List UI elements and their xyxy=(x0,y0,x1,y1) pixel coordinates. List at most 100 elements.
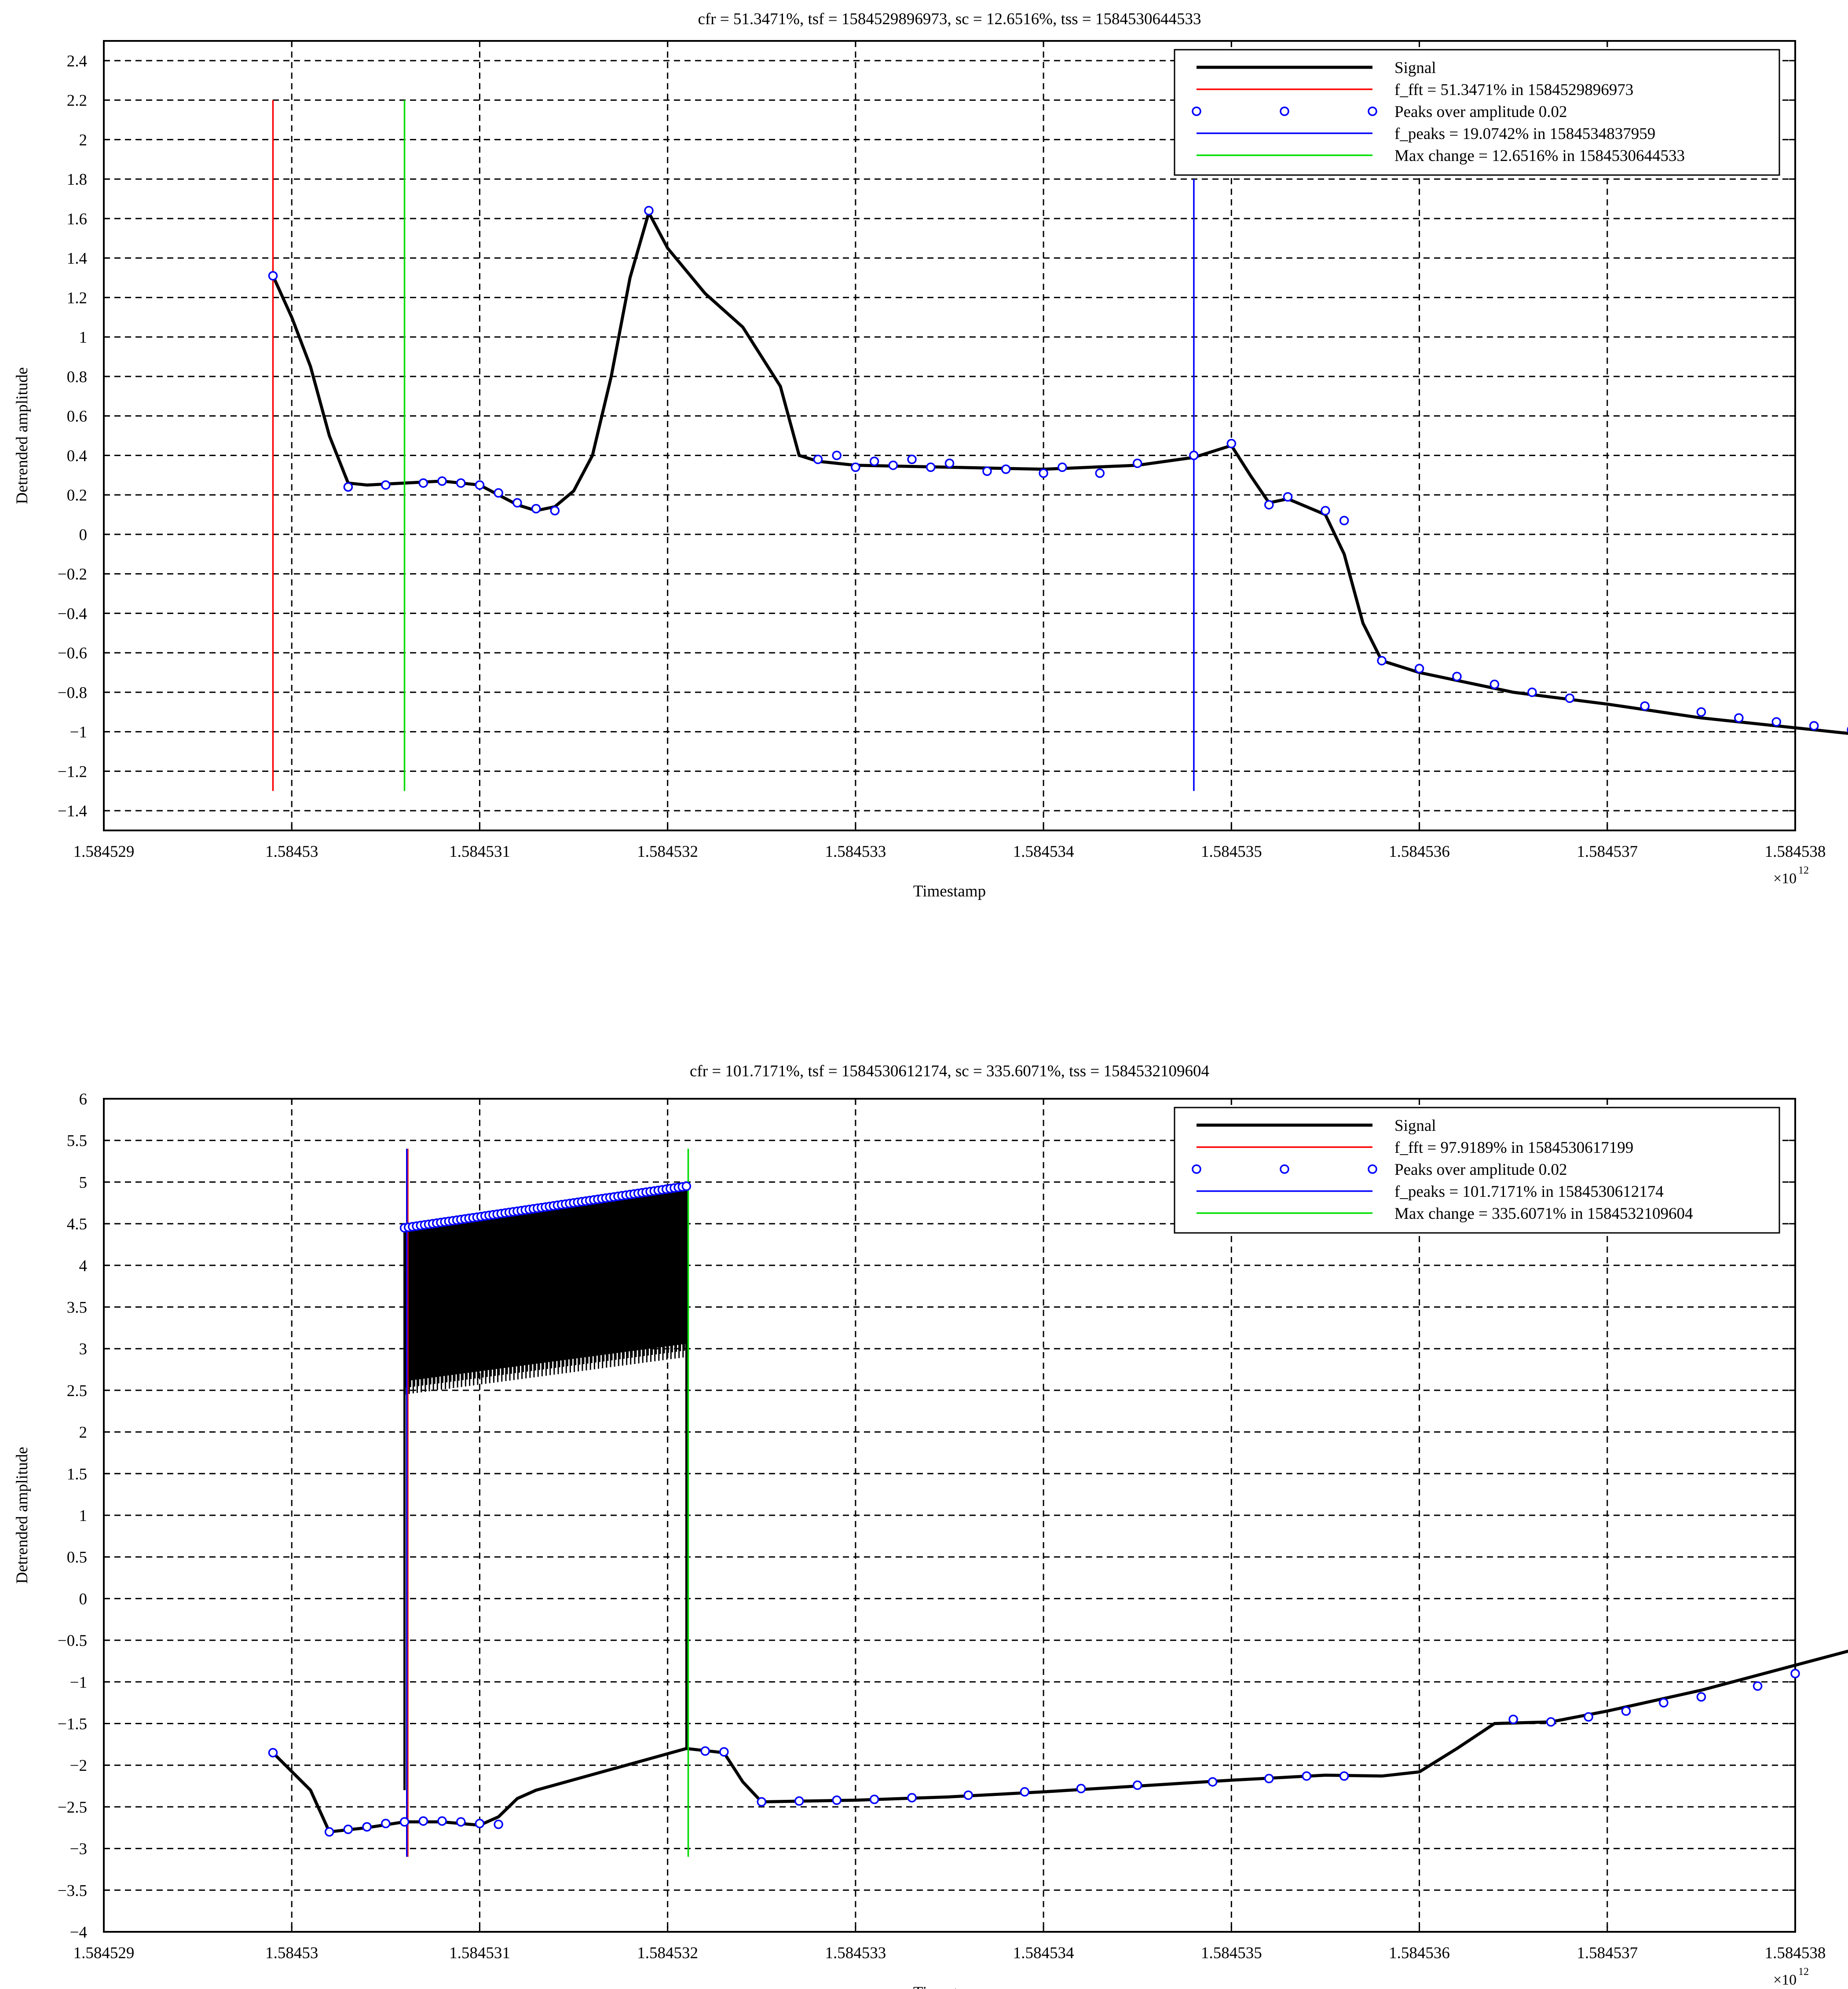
peak-point xyxy=(418,478,428,488)
x-tick-label: 1.584537 xyxy=(1577,843,1638,861)
legend-box xyxy=(1174,1107,1780,1234)
y-tick-label: 1 xyxy=(79,1507,88,1525)
y-tick-label: −0.5 xyxy=(58,1632,87,1650)
peak-point xyxy=(1058,462,1067,472)
y-axis-label: Detrended amplitude xyxy=(13,367,31,504)
peak-point xyxy=(324,1827,334,1837)
x-tick-label: 1.584534 xyxy=(1013,1944,1074,1962)
peak-point xyxy=(1659,1698,1669,1707)
legend-box xyxy=(1174,49,1780,176)
peak-point xyxy=(381,1819,391,1828)
x-tick-label: 1.584536 xyxy=(1389,1944,1450,1962)
y-tick-label: −1.2 xyxy=(58,763,87,781)
x-tick-label: 1.584537 xyxy=(1577,1944,1638,1962)
y-tick-label: 1.5 xyxy=(67,1465,87,1483)
x-tick-label: 1.584534 xyxy=(1013,843,1074,861)
x-tick-label: 1.58453 xyxy=(265,843,318,861)
y-tick-label: −4 xyxy=(70,1923,87,1941)
legend: Signal f_fft = 97.9189% in 1584530617199 P… xyxy=(1174,1107,1780,1234)
peak-point xyxy=(1809,721,1819,731)
x-tick-label: 1.58453 xyxy=(265,1944,318,1962)
peak-point xyxy=(1302,1771,1311,1781)
x-tick-label: 1.584529 xyxy=(73,843,135,861)
y-tick-label: −3.5 xyxy=(58,1882,87,1900)
peak-point xyxy=(343,482,353,492)
peak-point xyxy=(719,1747,729,1757)
peak-point xyxy=(1039,468,1048,478)
x-tick-label: 1.584532 xyxy=(637,1944,698,1962)
peak-point xyxy=(475,1819,485,1828)
y-tick-label: 0.8 xyxy=(67,368,87,386)
y-tick-label: −0.2 xyxy=(58,566,87,584)
ticks: 1.584529 1.58453 1.584531 1.584532 1.584533 1… xyxy=(58,1090,1826,1962)
legend-label: Peaks over amplitude 0.02 xyxy=(1394,103,1567,121)
y-tick-label: 4.5 xyxy=(67,1215,87,1233)
y-tick-label: 3.5 xyxy=(67,1299,87,1317)
peak-point xyxy=(944,458,955,468)
peak-point xyxy=(1321,506,1330,516)
y-tick-label: 4 xyxy=(79,1257,88,1275)
peak-point xyxy=(437,476,447,486)
peak-point xyxy=(381,480,391,490)
x-tick-label: 1.584531 xyxy=(449,1944,510,1962)
y-tick-label: 0.2 xyxy=(67,486,87,505)
legend-swatch-marker xyxy=(1192,106,1201,116)
chart-title: cfr = 101.7171%, tsf = 1584530612174, sc… xyxy=(690,1062,1209,1080)
peak-point xyxy=(343,1824,353,1834)
legend-label: Signal xyxy=(1394,59,1436,77)
x-tick-label: 1.584538 xyxy=(1765,1944,1826,1962)
peak-point xyxy=(982,466,992,476)
peak-point xyxy=(832,450,842,461)
peak-point xyxy=(1621,1706,1631,1716)
legend-label: Peaks over amplitude 0.02 xyxy=(1394,1161,1567,1179)
y-tick-label: 1.8 xyxy=(67,171,87,189)
y-tick-label: −0.4 xyxy=(58,605,87,623)
legend-label: f_fft = 51.3471% in 1584529896973 xyxy=(1394,81,1633,99)
peak-point xyxy=(418,1816,428,1826)
peak-point xyxy=(1546,1717,1556,1727)
y-tick-label: 1.4 xyxy=(67,250,87,268)
y-tick-label: −1.4 xyxy=(58,802,87,820)
peak-point xyxy=(1508,1715,1518,1724)
chart-bottom: cfr = 101.7171%, tsf = 1584530612174, sc… xyxy=(13,1062,1848,1989)
y-tick-label: −1.5 xyxy=(58,1715,87,1733)
peak-point xyxy=(1377,656,1387,665)
plot-frame xyxy=(103,40,1796,831)
peak-point xyxy=(456,1817,466,1827)
legend-swatch-marker xyxy=(1368,1164,1377,1174)
peak-point xyxy=(1584,1712,1593,1722)
chart-title: cfr = 51.3471%, tsf = 1584529896973, sc … xyxy=(698,10,1201,28)
peak-point xyxy=(456,478,466,488)
x-tick-label: 1.584538 xyxy=(1765,843,1826,861)
x-axis-label: Timestamp xyxy=(913,1984,986,1989)
peak-point xyxy=(1095,468,1105,478)
peak-point xyxy=(681,1181,692,1191)
peak-point xyxy=(1489,680,1500,689)
y-tick-label: 5 xyxy=(79,1174,88,1192)
y-tick-label: 5.5 xyxy=(67,1132,87,1150)
peak-point xyxy=(1132,1780,1142,1790)
x-exponent-label: ×10 xyxy=(1773,870,1797,887)
peak-point xyxy=(1414,664,1424,673)
peaks-series-band xyxy=(399,1181,692,1233)
peak-point xyxy=(268,271,278,281)
peak-point xyxy=(700,1746,710,1756)
peak-point xyxy=(1696,707,1706,717)
peak-point xyxy=(512,498,522,508)
peak-point xyxy=(1753,1681,1763,1691)
y-tick-label: 0.6 xyxy=(67,408,87,426)
peaks-series xyxy=(268,1669,1800,1837)
peak-point xyxy=(963,1790,973,1800)
peak-point xyxy=(757,1797,767,1807)
y-tick-label: −2.5 xyxy=(58,1799,87,1817)
peak-point xyxy=(399,1817,410,1827)
legend-swatch-marker xyxy=(1280,106,1289,116)
legend-label: f_fft = 97.9189% in 1584530617199 xyxy=(1394,1139,1633,1157)
peak-point xyxy=(1790,1669,1800,1678)
peak-point xyxy=(907,454,917,464)
peak-point xyxy=(1339,1771,1349,1781)
peak-point xyxy=(1264,1773,1274,1784)
peak-point xyxy=(1208,1777,1218,1787)
peak-point xyxy=(813,454,823,464)
peak-point xyxy=(794,1796,804,1806)
